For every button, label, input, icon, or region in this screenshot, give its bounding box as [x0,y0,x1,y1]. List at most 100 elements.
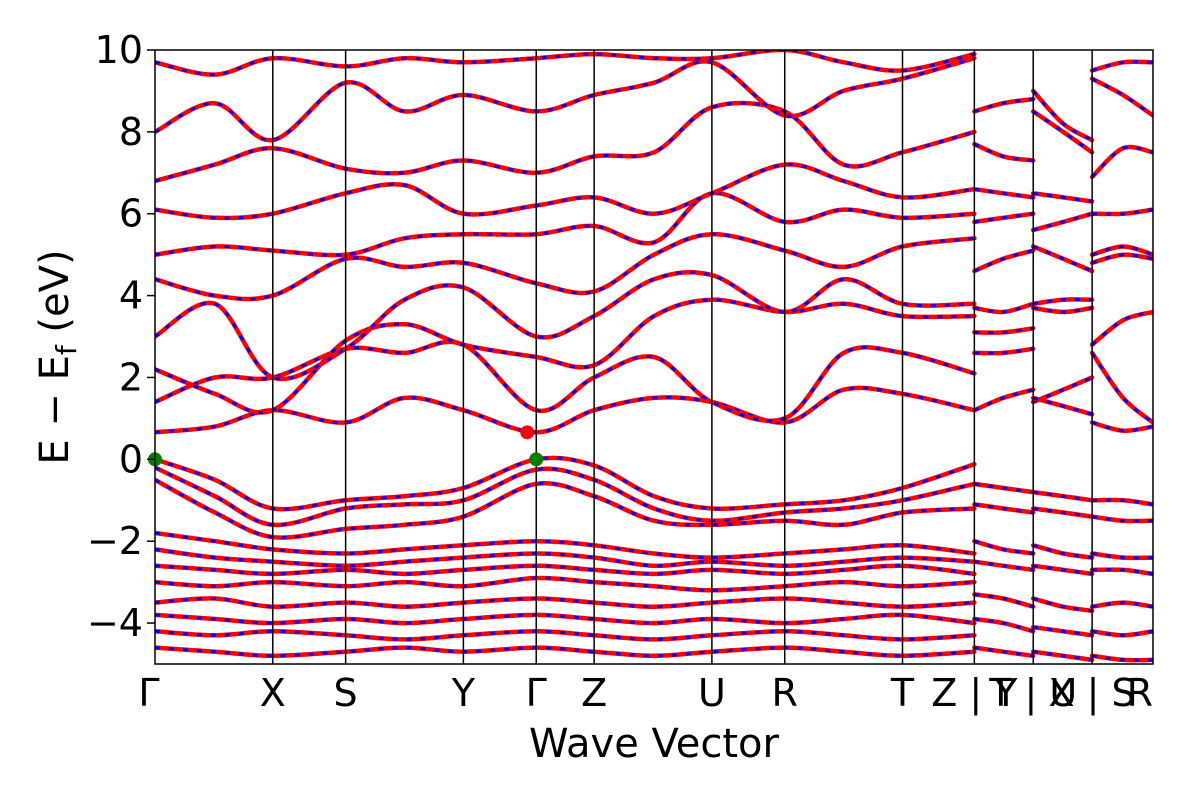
band-line-blue [1091,244,1153,257]
band-line-red [972,538,1036,556]
x-tick-label: Y [451,671,476,715]
band-line-blue [1032,490,1093,502]
band-line-red [155,231,977,302]
y-axis-label-subscript: f [50,344,83,355]
band-line-red [1089,309,1153,347]
band-line-red [972,592,1036,609]
band-line-blue [1091,654,1153,662]
band-line-red [1030,109,1095,155]
band-line-blue [974,482,1034,494]
x-tick-label: T | U [988,671,1077,716]
band-line-blue [1032,376,1093,404]
band-line-blue [155,456,975,511]
band-line-blue [974,646,1034,658]
band-line-red [155,455,977,512]
band-line-blue [1032,89,1093,142]
band-line-blue [155,56,975,142]
y-axis-label: E − Ef (eV) [32,249,83,464]
band-line-blue [974,560,1034,572]
band-line-blue [1033,507,1093,519]
band-line-blue [1032,650,1093,662]
band-line-blue [1032,543,1093,560]
band-line-blue [974,302,1034,314]
x-tick-label: X | S [1049,671,1136,716]
band-line-blue [1091,601,1153,609]
band-line-blue [1032,306,1093,314]
band-line-red [155,100,977,184]
band-line-blue [1091,421,1153,433]
band-line-blue [1032,396,1093,416]
band-line-blue [155,596,975,609]
band-line-red [1089,350,1153,425]
band-line-blue [155,646,975,658]
band-line-blue [1091,253,1153,265]
y-axis-ticks: −4 −2 0 2 4 6 8 10 [87,28,155,645]
band-line-red [1089,76,1153,118]
band-line-blue [974,502,1034,514]
band-line-red [155,465,977,528]
x-tick-label: Z | Y [931,671,1018,716]
band-line-red [972,96,1036,114]
y-tick-label: −4 [87,601,143,645]
band-edge-marker [520,425,535,440]
high-symmetry-lines [272,50,1093,664]
band-line-blue [974,347,1034,355]
band-line-blue [155,564,975,576]
band-line-blue [974,212,1034,224]
band-line-red [155,297,977,415]
band-line-blue [155,101,975,183]
band-line-red [972,387,1036,413]
x-tick-label: Γ [138,671,159,715]
x-tick-label: T [890,671,915,715]
x-tick-label: R [1127,671,1153,715]
band-line-blue [973,97,1034,113]
band-line-blue [1032,245,1093,273]
band-line-blue [1092,208,1153,216]
band-line-blue [155,613,975,625]
y-tick-label: 4 [119,274,143,318]
band-line-red [972,616,1036,634]
band-line-blue [1090,352,1153,424]
band-line-red [155,339,977,424]
band-line-blue [155,531,975,560]
plot-frame [154,49,1154,665]
band-line-blue [973,388,1034,412]
bands-layer [155,50,1153,663]
band-line-red [1030,596,1095,614]
band-line-blue [1032,597,1093,613]
band-line-blue [974,617,1034,633]
band-line-blue [155,270,975,381]
y-tick-label: 2 [119,355,143,399]
y-tick-label: −2 [87,519,143,563]
band-line-blue [973,539,1034,555]
band-line-blue [1092,568,1153,576]
y-tick-label: 8 [119,110,143,154]
x-tick-label: U [698,671,726,715]
band-line-blue [155,547,975,568]
band-line-blue [1032,212,1093,232]
band-edge-marker [529,452,544,467]
x-tick-label: Γ [526,671,547,715]
band-line-red [155,575,977,593]
x-tick-label: X [260,671,286,715]
band-line-red [155,50,977,77]
band-line-blue [1092,498,1153,506]
x-tick-label: Z [581,671,607,715]
band-line-red [972,248,1036,274]
band-line-blue [1032,297,1093,306]
x-tick-label: S [334,671,358,715]
band-line-blue [973,249,1034,273]
band-line-blue [1091,60,1153,72]
band-line-blue [973,142,1034,162]
band-line-blue [155,386,975,434]
band-line-red [1089,144,1153,180]
band-line-blue [1033,625,1093,637]
band-line-blue [974,187,1034,199]
band-line-blue [1033,564,1093,576]
y-tick-label: 0 [119,437,143,481]
band-line-red [155,596,977,609]
band-line-blue [1091,552,1153,560]
x-tick-label: R [772,671,798,715]
